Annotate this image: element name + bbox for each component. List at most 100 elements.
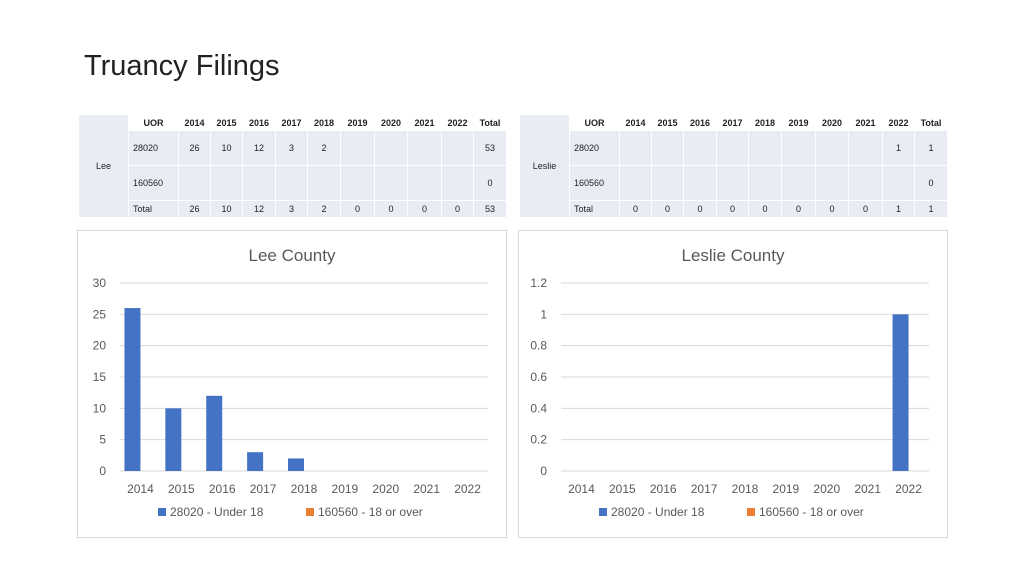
table-total-row: Total 0 0 0 0 0 0 0 0 1 1 bbox=[520, 200, 948, 218]
bar bbox=[206, 395, 223, 471]
table-cell: Total bbox=[569, 200, 620, 218]
x-tick-label: 2021 bbox=[413, 482, 440, 496]
table-cell: 0 bbox=[473, 165, 507, 201]
table-cell: 28020 bbox=[128, 130, 179, 166]
table-header-cell: 2017 bbox=[275, 114, 308, 131]
table-header-cell: 2019 bbox=[340, 114, 375, 131]
table-cell: 28020 bbox=[569, 130, 620, 166]
table-cell bbox=[848, 130, 883, 166]
table-cell bbox=[882, 165, 915, 201]
leslie-county-chart: Leslie County 0 0.2 0.4 0.6 0.8 1 1.2 2014 2015 20… bbox=[518, 230, 948, 538]
table-cell bbox=[815, 130, 849, 166]
table-cell: 10 bbox=[210, 200, 243, 218]
table-row: 160560 0 bbox=[79, 165, 507, 201]
table-cell: 0 bbox=[848, 200, 883, 218]
table-cell bbox=[374, 130, 408, 166]
table-header-cell: 2022 bbox=[882, 114, 915, 131]
y-tick-label: 30 bbox=[93, 276, 107, 290]
legend-swatch bbox=[599, 508, 607, 516]
table-cell: 0 bbox=[815, 200, 849, 218]
bar bbox=[288, 458, 304, 471]
table-header-cell: UOR bbox=[128, 114, 179, 131]
table-cell bbox=[441, 165, 474, 201]
table-row: 160560 0 bbox=[520, 165, 948, 201]
x-tick-label: 2017 bbox=[691, 482, 718, 496]
table-header-row: Leslie UOR 2014 2015 2016 2017 2018 2019 2020 202… bbox=[519, 114, 948, 218]
y-tick-label: 0.6 bbox=[530, 370, 547, 384]
table-cell bbox=[275, 165, 308, 201]
table-cell: 1 bbox=[882, 200, 915, 218]
table-row: 28020 26 10 12 3 2 53 bbox=[79, 130, 507, 166]
x-tick-label: 2020 bbox=[813, 482, 840, 496]
table-cell bbox=[374, 165, 408, 201]
table-cell: 12 bbox=[242, 130, 276, 166]
table-cell bbox=[848, 165, 883, 201]
x-tick-label: 2014 bbox=[127, 482, 154, 496]
table-header-cell: 2018 bbox=[748, 114, 782, 131]
x-tick-label: 2015 bbox=[609, 482, 636, 496]
bar bbox=[124, 308, 141, 471]
table-cell bbox=[307, 165, 341, 201]
bar bbox=[165, 408, 182, 471]
x-tick-label: 2022 bbox=[895, 482, 922, 496]
table-header-cell: 2018 bbox=[307, 114, 341, 131]
table-cell bbox=[748, 130, 782, 166]
chart-title: Leslie County bbox=[681, 246, 785, 265]
table-header-cell: 2017 bbox=[716, 114, 749, 131]
table-header-cell: 2014 bbox=[619, 114, 652, 131]
table-cell: 26 bbox=[178, 130, 211, 166]
legend-swatch bbox=[306, 508, 314, 516]
x-tick-label: 2018 bbox=[732, 482, 759, 496]
table-cell: 160560 bbox=[128, 165, 179, 201]
x-tick-label: 2017 bbox=[250, 482, 277, 496]
table-cell: 2 bbox=[307, 200, 341, 218]
slide-title: Truancy Filings bbox=[84, 50, 280, 82]
x-tick-label: 2016 bbox=[209, 482, 236, 496]
x-tick-label: 2021 bbox=[854, 482, 881, 496]
table-header-cell: UOR bbox=[569, 114, 620, 131]
table-cell: 3 bbox=[275, 130, 308, 166]
table-cell: 1 bbox=[914, 130, 948, 166]
y-tick-label: 0.8 bbox=[530, 339, 547, 353]
table-cell bbox=[340, 165, 375, 201]
table-cell bbox=[683, 165, 717, 201]
lee-county-chart-svg: Lee County 0 5 10 15 20 25 30 2014 2015 2016 2017 20… bbox=[93, 246, 488, 519]
table-cell bbox=[748, 165, 782, 201]
x-tick-label: 2016 bbox=[650, 482, 677, 496]
table-cell: Total bbox=[128, 200, 179, 218]
x-tick-label: 2019 bbox=[773, 482, 800, 496]
table-cell: 0 bbox=[716, 200, 749, 218]
y-tick-label: 0 bbox=[99, 464, 106, 478]
table-header-row: Lee UOR 2014 2015 2016 2017 2018 2019 2020 2021 20… bbox=[78, 114, 507, 218]
table-cell bbox=[651, 130, 684, 166]
table-header-cell: 2020 bbox=[374, 114, 408, 131]
y-tick-label: 1 bbox=[540, 307, 547, 321]
table-header-cell: 2015 bbox=[210, 114, 243, 131]
table-cell: 160560 bbox=[569, 165, 620, 201]
table-header-cell: 2016 bbox=[242, 114, 276, 131]
table-cell bbox=[781, 130, 816, 166]
y-tick-label: 15 bbox=[93, 370, 107, 384]
table-cell: 0 bbox=[781, 200, 816, 218]
table-header-cell: 2016 bbox=[683, 114, 717, 131]
table-cell: 10 bbox=[210, 130, 243, 166]
x-tick-label: 2022 bbox=[454, 482, 481, 496]
table-header-cell: 2020 bbox=[815, 114, 849, 131]
table-cell: 0 bbox=[651, 200, 684, 218]
legend-label: 160560 - 18 or over bbox=[318, 505, 423, 519]
table-cell: 3 bbox=[275, 200, 308, 218]
y-tick-label: 20 bbox=[93, 339, 107, 353]
table-cell bbox=[441, 130, 474, 166]
y-tick-label: 0.4 bbox=[530, 401, 547, 415]
table-header-cell: 2015 bbox=[651, 114, 684, 131]
table-cell: 26 bbox=[178, 200, 211, 218]
x-tick-label: 2015 bbox=[168, 482, 195, 496]
table-cell bbox=[619, 130, 652, 166]
table-cell bbox=[781, 165, 816, 201]
legend-label: 28020 - Under 18 bbox=[611, 505, 705, 519]
table-header-cell: Total bbox=[473, 114, 507, 131]
table-header-cell: 2019 bbox=[781, 114, 816, 131]
y-tick-label: 1.2 bbox=[530, 276, 547, 290]
table-cell: 0 bbox=[441, 200, 474, 218]
y-tick-label: 5 bbox=[99, 433, 106, 447]
